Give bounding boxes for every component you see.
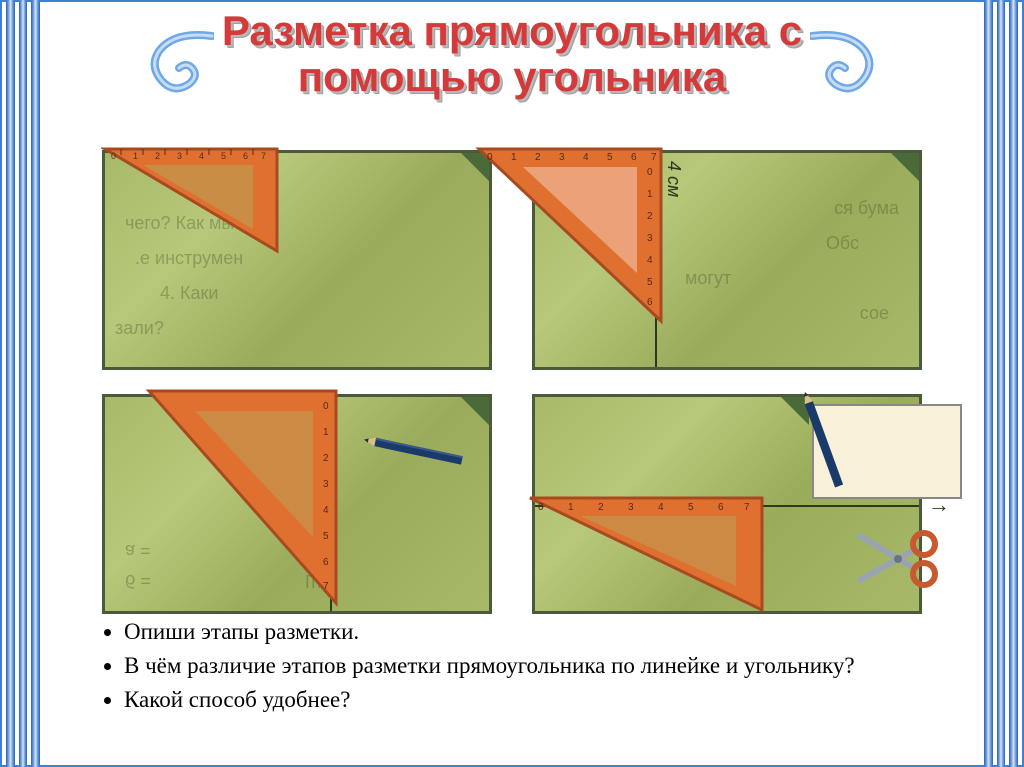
svg-text:6: 6 [631,152,637,163]
question-list: Опиши этапы разметки. В чём различие эта… [100,617,944,719]
svg-text:3: 3 [323,479,329,490]
svg-text:2: 2 [647,211,653,222]
svg-text:5: 5 [221,151,226,161]
setsquare-icon: 0 1 2 3 4 5 6 7 [526,494,766,614]
svg-text:1: 1 [568,502,574,513]
step-2-panel: ся бума Обс могут сое 4 см 012 345 67 01… [532,150,922,370]
scroll-left-icon [144,26,214,116]
svg-text:1: 1 [133,151,138,161]
corner-fold-icon [891,153,919,181]
left-border-stripes [2,0,44,767]
svg-text:2: 2 [323,453,329,464]
svg-text:6: 6 [718,502,724,513]
diagram-grid: чего? Как мы .е инструмен 4. Каки зали? … [102,150,922,614]
svg-text:1: 1 [647,189,653,200]
ghost-text: могут [685,268,731,289]
svg-text:2: 2 [155,151,160,161]
setsquare-icon: 0 1 2 3 4 5 6 7 [145,387,340,607]
title-line-2: помощью угольника [298,53,726,100]
svg-text:4: 4 [199,151,204,161]
setsquare-icon: 0 1 2 3 4 5 6 7 [101,145,281,255]
svg-text:0: 0 [538,502,544,513]
svg-text:6: 6 [323,557,329,568]
ghost-text: сое [860,303,889,324]
step-4-panel: 012 345 67 → [532,394,922,614]
svg-text:5: 5 [688,502,694,513]
title-banner: Разметка прямоугольника с помощью угольн… [52,8,972,148]
svg-text:7: 7 [323,581,329,592]
svg-text:6: 6 [647,297,653,308]
measure-4cm: 4 см [663,161,684,197]
svg-text:4: 4 [323,505,329,516]
svg-text:2: 2 [535,152,541,163]
question-item-1: Опиши этапы разметки. [124,617,944,647]
svg-text:7: 7 [744,502,750,513]
title-line-1: Разметка прямоугольника с [222,7,802,54]
question-item-2: В чём различие этапов разметки прямоугол… [124,651,944,681]
svg-text:5: 5 [647,277,653,288]
step-3-panel: а = б = Ш 012 345 67 [102,394,492,614]
page-title: Разметка прямоугольника с помощью угольн… [214,8,810,100]
scroll-right-icon [810,26,880,116]
setsquare-icon: 0 1 2 3 4 5 6 7 0 1 2 3 4 5 6 [475,145,665,325]
svg-text:5: 5 [607,152,613,163]
svg-text:0: 0 [111,151,116,161]
svg-text:3: 3 [628,502,634,513]
svg-text:6: 6 [243,151,248,161]
ghost-text: ся бума [834,198,899,219]
ghost-text: 4. Каки [160,283,218,304]
right-border-stripes [980,0,1022,767]
ghost-text: Обс [826,233,859,254]
question-item-3: Какой способ удобнее? [124,685,944,715]
svg-text:3: 3 [177,151,182,161]
step-1-panel: чего? Как мы .е инструмен 4. Каки зали? … [102,150,492,370]
svg-text:0: 0 [487,152,493,163]
svg-text:3: 3 [647,233,653,244]
svg-text:4: 4 [647,255,653,266]
svg-text:0: 0 [647,167,653,178]
svg-text:7: 7 [261,151,266,161]
svg-text:4: 4 [658,502,664,513]
svg-text:4: 4 [583,152,589,163]
svg-text:1: 1 [323,427,329,438]
corner-fold-icon [461,397,489,425]
svg-text:1: 1 [511,152,517,163]
svg-text:7: 7 [651,152,657,163]
svg-text:0: 0 [323,401,329,412]
svg-text:3: 3 [559,152,565,163]
scissors-icon [852,524,942,594]
svg-text:2: 2 [598,502,604,513]
svg-text:5: 5 [323,531,329,542]
arrow-right-icon: → [928,492,950,518]
ghost-text: зали? [115,318,164,339]
